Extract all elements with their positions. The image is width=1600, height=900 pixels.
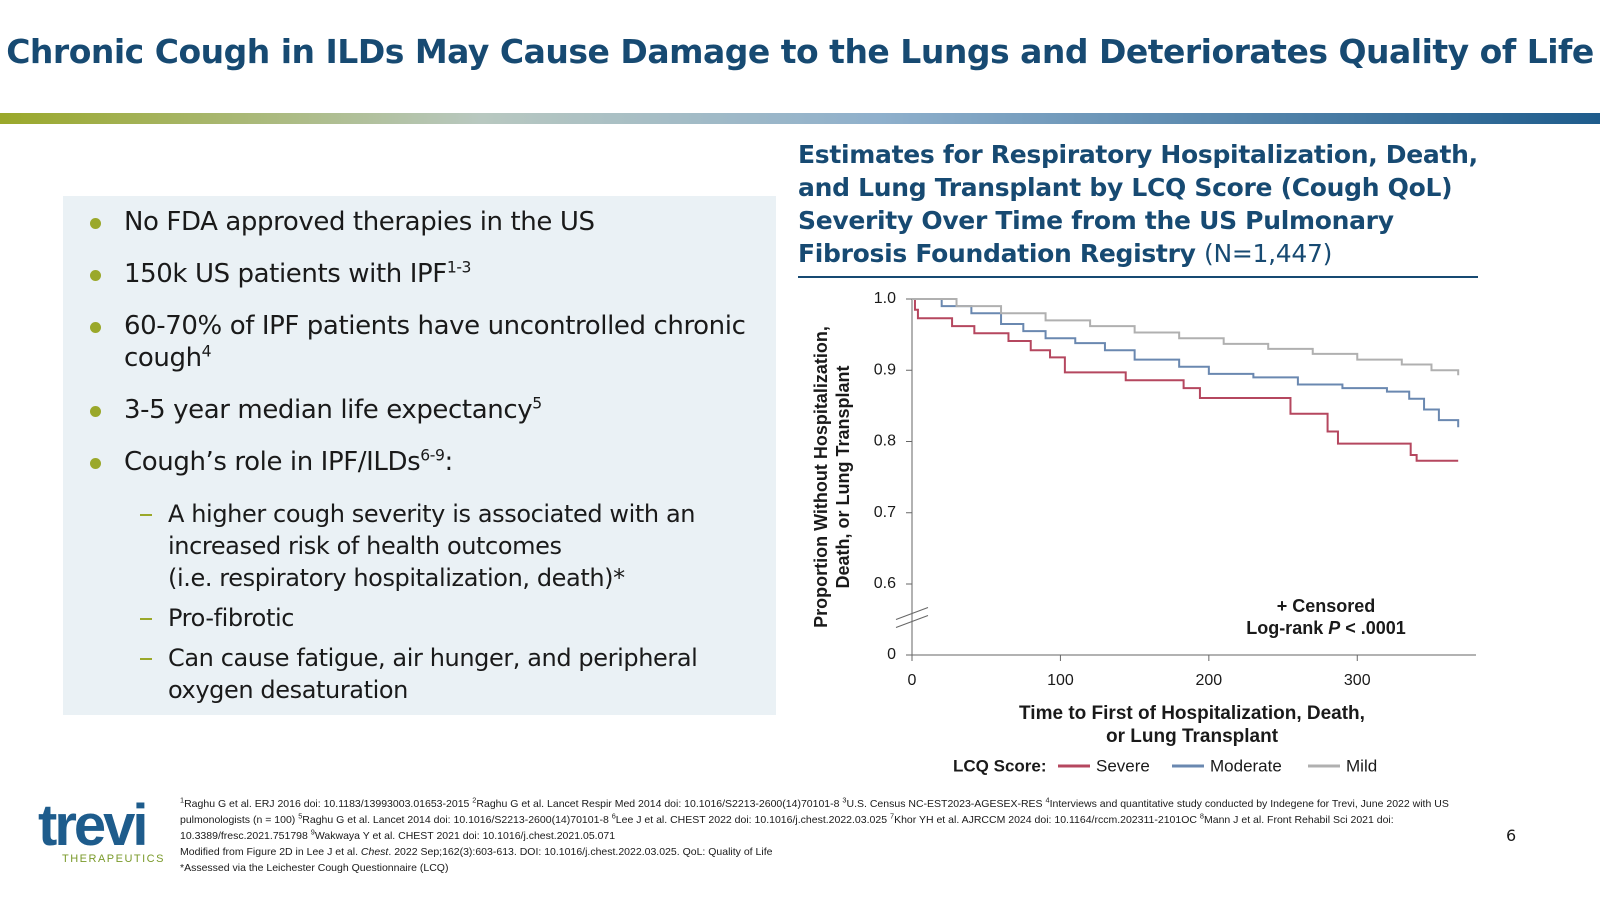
superscript: 4 [201, 342, 212, 361]
logo: trevi [38, 793, 149, 858]
legend-title: LCQ Score: [953, 756, 1047, 775]
bullet: 60-70% of IPF patients have uncontrolled… [88, 310, 768, 374]
page-number: 6 [1506, 826, 1517, 845]
legend-label: Mild [1346, 756, 1377, 775]
x-tick-label: 0 [908, 672, 917, 689]
bullet-list: No FDA approved therapies in the US 150k … [88, 206, 768, 714]
y-tick-label: 1.0 [874, 290, 896, 307]
sub-bullet-line: Can cause fatigue, air hunger, and perip… [168, 644, 698, 704]
modified-note: Modified from Figure 2D in Lee J et al. … [180, 844, 1455, 860]
y-tick-label: 0.9 [874, 361, 896, 378]
sub-bullet-line: A higher cough severity is associated wi… [168, 500, 696, 560]
ref-number: 9 [310, 827, 315, 837]
bullet-panel [63, 196, 776, 715]
title-rule [798, 276, 1478, 278]
ref-text: Mann J et al. Front Rehabil Sci 2021 doi… [180, 814, 1394, 842]
ref-text: Raghu G et al. ERJ 2016 doi: 10.1183/139… [184, 798, 473, 810]
bullet: Cough’s role in IPF/ILDs6-9: [88, 446, 768, 478]
sub-bullet-line: Pro-fibrotic [168, 604, 295, 632]
x-axis-label: or Lung Transplant [1106, 726, 1279, 747]
ref-number: 6 [611, 811, 616, 821]
ref-number: 1 [180, 795, 185, 805]
bullet-text: No FDA approved therapies in the US [124, 207, 595, 237]
ref-text: Raghu G et al. Lancet Respir Med 2014 do… [476, 798, 843, 810]
references: 1Raghu G et al. ERJ 2016 doi: 10.1183/13… [180, 796, 1455, 844]
slide-title: Chronic Cough in ILDs May Cause Damage t… [6, 32, 1594, 71]
modified-part: . 2022 Sep;162(3):603-613. DOI: 10.1016/… [388, 846, 773, 858]
assessed-note: *Assessed via the Leichester Cough Quest… [180, 862, 449, 874]
ref-text: Khor YH et al. AJRCCM 2024 doi: 10.1164/… [894, 814, 1200, 826]
chart-title: Estimates for Respiratory Hospitalizatio… [798, 138, 1478, 270]
modified-part: Modified from Figure 2D in Lee J et al. [180, 846, 361, 858]
bullet: 3-5 year median life expectancy5 [88, 394, 768, 426]
legend-label: Severe [1096, 756, 1150, 775]
logo-tagline: THERAPEUTICS [62, 853, 165, 865]
y-axis-label: Death, or Lung Transplant [833, 365, 853, 588]
chart-subtitle: (N=1,447) [1204, 239, 1333, 268]
ref-number: 3 [842, 795, 847, 805]
ref-text: Wakwaya Y et al. CHEST 2021 doi: 10.1016… [314, 830, 616, 842]
km-curve [912, 298, 1460, 428]
annotation: + Censored [1277, 596, 1376, 616]
y-tick-label: 0.7 [874, 504, 896, 521]
modified-part: Chest [360, 846, 389, 858]
annotation: Log-rank P < .0001 [1246, 618, 1406, 638]
superscript: 1-3 [446, 258, 472, 277]
ref-number: 4 [1045, 795, 1050, 805]
km-curve [912, 298, 1459, 462]
bullet-suffix: : [444, 447, 454, 477]
ref-number: 8 [1199, 811, 1204, 821]
x-tick-label: 100 [1047, 672, 1074, 689]
bullet-text: 60-70% of IPF patients have uncontrolled… [124, 311, 746, 373]
x-axis-label: Time to First of Hospitalization, Death, [1019, 703, 1365, 724]
ref-number: 5 [298, 811, 303, 821]
ref-text: Raghu G et al. Lancet 2014 doi: 10.1016/… [302, 814, 612, 826]
ref-text: Interviews and quantitative study conduc… [180, 798, 1449, 826]
legend-label: Moderate [1210, 756, 1282, 775]
y-tick-label: 0 [887, 646, 896, 663]
annotation-part: P [1328, 618, 1341, 638]
annotation-part: < .0001 [1340, 618, 1406, 638]
sub-bullet: Can cause fatigue, air hunger, and perip… [88, 642, 768, 706]
gradient-bar [0, 113, 1600, 124]
ref-text: U.S. Census NC-EST2023-AGESEX-RES [846, 798, 1046, 810]
y-tick-label: 0.6 [874, 575, 896, 592]
sub-bullet: A higher cough severity is associated wi… [88, 498, 768, 594]
axis-break [895, 607, 929, 620]
footnotes: 1Raghu G et al. ERJ 2016 doi: 10.1183/13… [180, 796, 1455, 876]
ref-text: Lee J et al. CHEST 2022 doi: 10.1016/j.c… [615, 814, 890, 826]
y-axis-label: Proportion Without Hospitalization, [811, 326, 831, 628]
superscript: 5 [532, 394, 542, 413]
sub-bullet-line: (i.e. respiratory hospitalization, death… [168, 564, 625, 592]
x-tick-label: 200 [1195, 672, 1222, 689]
bullet-text: 150k US patients with IPF [124, 259, 447, 289]
km-curve [912, 298, 1460, 376]
bullet-text: 3-5 year median life expectancy [124, 395, 533, 425]
sub-bullet: Pro-fibrotic [88, 602, 768, 634]
bullet-text: Cough’s role in IPF/ILDs [124, 447, 421, 477]
x-tick-label: 300 [1344, 672, 1371, 689]
bullet: 150k US patients with IPF1-3 [88, 258, 768, 290]
axis-break [895, 615, 929, 628]
chart-title-text: Estimates for Respiratory Hospitalizatio… [798, 140, 1478, 268]
bullet: No FDA approved therapies in the US [88, 206, 768, 238]
annotation-part: Log-rank [1246, 618, 1328, 638]
ref-number: 7 [889, 811, 895, 821]
y-tick-label: 0.8 [874, 433, 896, 450]
ref-number: 2 [472, 795, 477, 805]
superscript: 6-9 [420, 446, 445, 465]
